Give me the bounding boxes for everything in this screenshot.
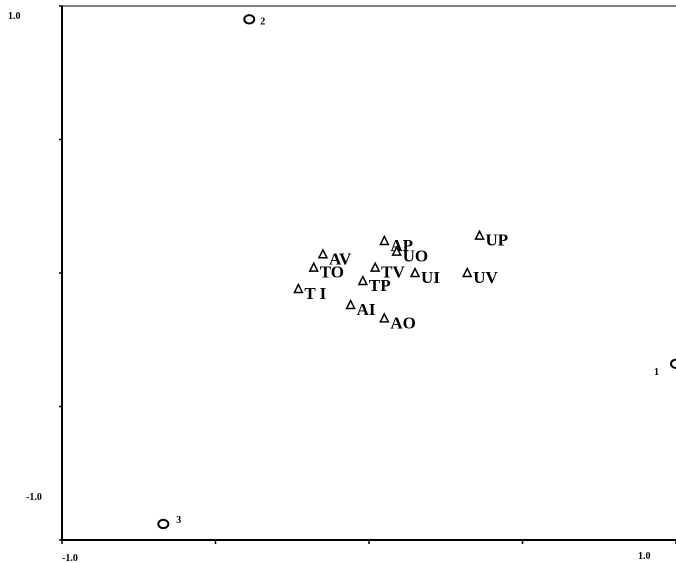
circle-marker [157, 518, 170, 530]
triangle-point-AI: AI [345, 298, 376, 319]
point-label: AI [357, 300, 376, 319]
triangle-marker [308, 261, 319, 272]
triangle-point-AP: AP [379, 234, 413, 255]
circle-point-1: 1 [654, 358, 676, 378]
triangle-point-TP: TP [357, 274, 391, 295]
point-label: T I [304, 284, 326, 303]
point-label: TV [381, 263, 405, 282]
point-label: UO [403, 247, 429, 266]
triangle-marker [379, 234, 390, 246]
point-label: UV [473, 268, 498, 287]
triangle-marker [379, 312, 390, 323]
point-label: TP [369, 276, 391, 295]
x-tick-label-left: -1.0 [62, 553, 78, 563]
triangle-marker [317, 248, 329, 259]
circle-marker [243, 14, 256, 25]
point-label: TO [320, 263, 344, 282]
triangle-point-UO: UO [391, 245, 429, 266]
triangle-marker [409, 266, 421, 278]
point-label: 2 [260, 16, 265, 27]
point-label: AP [390, 236, 413, 255]
triangle-point-UI: UI [409, 266, 440, 287]
point-label: UI [421, 268, 440, 287]
tick-labels: 1.0 -1.0 -1.0 1.0 [8, 11, 651, 563]
point-label: AV [329, 249, 352, 268]
triangle-point-UP: UP [474, 229, 509, 250]
triangle-point-UV: UV [462, 266, 499, 287]
triangle-marker [345, 298, 356, 310]
y-tick-label-bottom: -1.0 [26, 492, 42, 503]
data-points: 1 2 3 AP UP AV UO TO TV UI UV TP T I AI AO [157, 14, 676, 530]
point-label: 3 [176, 515, 181, 526]
point-label: AO [390, 313, 416, 332]
triangle-point-TO: TO [308, 261, 344, 282]
x-tick-label-right: 1.0 [638, 551, 651, 562]
triangle-point-TI: T I [293, 282, 327, 303]
triangle-marker [462, 266, 473, 278]
triangle-point-TV: TV [369, 261, 405, 282]
axes [59, 5, 676, 544]
triangle-marker [391, 245, 402, 256]
triangle-marker [474, 229, 485, 240]
point-label: 1 [654, 367, 659, 378]
y-tick-label-top: 1.0 [8, 11, 21, 22]
triangle-point-AV: AV [317, 248, 352, 268]
triangle-marker [357, 274, 369, 286]
point-label: UP [486, 231, 509, 250]
triangle-point-AO: AO [379, 312, 416, 332]
triangle-marker [293, 282, 304, 294]
circle-point-3: 3 [157, 515, 181, 530]
circle-marker [670, 358, 676, 369]
circle-point-2: 2 [243, 14, 265, 27]
triangle-marker [369, 261, 381, 272]
